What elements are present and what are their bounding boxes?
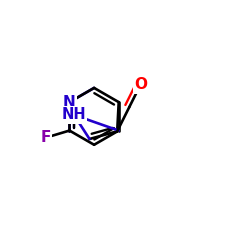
- Text: NH: NH: [62, 108, 86, 122]
- Text: O: O: [134, 77, 147, 92]
- Text: N: N: [63, 95, 76, 110]
- Text: F: F: [40, 130, 51, 145]
